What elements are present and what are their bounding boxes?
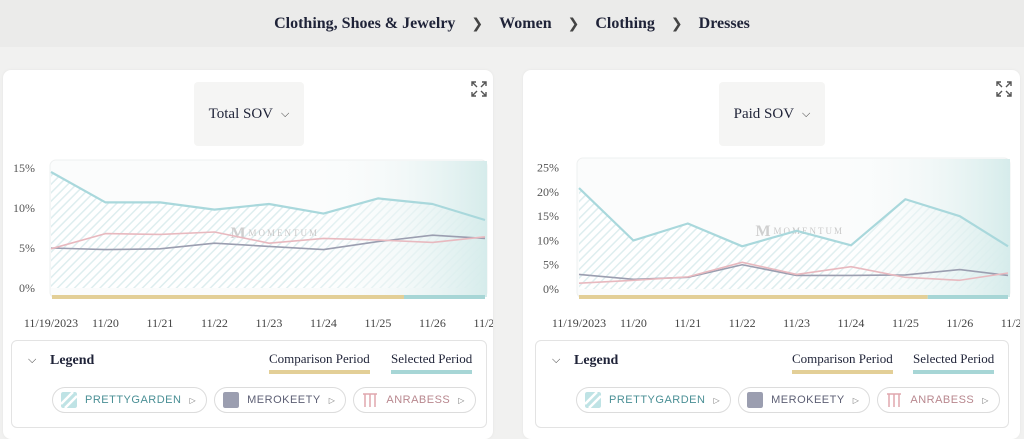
legend-chip-label: MEROKEETY (247, 394, 321, 406)
watermark-logo: M (756, 223, 771, 240)
series-line-prettygarden (578, 187, 1009, 248)
y-tick-label: 5% (19, 241, 35, 255)
legend: ⌵ Legend Comparison Period Selected Peri… (11, 340, 487, 428)
chevron-down-icon: ⌵ (802, 107, 811, 120)
legend-chip-merokeety[interactable]: MEROKEETY ▷ (214, 387, 347, 413)
paid-sov-panel: Paid SOV ⌵ MOMENTUM M 25% 20% 15% 10% 5% 0% 11/1… (523, 70, 1020, 439)
striped-swatch-icon (61, 392, 77, 408)
y-tick-label: 10% (13, 201, 35, 215)
solid-swatch-icon (223, 392, 240, 408)
x-tick-label: 11/23 (783, 316, 810, 330)
selected-period-label: Selected Period (391, 351, 473, 374)
legend-chip-label: PRETTYGARDEN (609, 394, 706, 406)
metric-dropdown[interactable]: Total SOV ⌵ (194, 82, 304, 146)
legend-title: Legend (50, 353, 95, 368)
play-icon: ▷ (328, 395, 336, 405)
x-tick-label: 11/23 (256, 316, 283, 330)
y-tick-label: 10% (537, 233, 559, 247)
expand-icon[interactable] (470, 80, 488, 98)
x-tick-label: 11/19/2023 (24, 316, 78, 330)
comparison-period-bar (52, 295, 404, 299)
legend-chip-prettygarden[interactable]: PRETTYGARDEN ▷ (52, 387, 208, 413)
total-sov-panel: Total SOV ⌵ MOMENTUM M 15% 10% 5% 0% 11/19/202… (3, 70, 493, 439)
series-line-prettygarden (50, 171, 486, 222)
y-tick-label: 15% (537, 209, 559, 223)
metric-dropdown-label: Total SOV (208, 105, 274, 122)
pillar-swatch-icon (887, 393, 902, 407)
x-tick-label: 11/24 (838, 316, 865, 330)
comparison-period-label: Comparison Period (792, 351, 893, 374)
play-icon: ▷ (189, 395, 197, 405)
y-tick-label: 0% (543, 282, 559, 296)
play-icon: ▷ (982, 395, 989, 405)
expand-icon[interactable] (995, 80, 1013, 98)
metric-dropdown-label: Paid SOV (733, 105, 795, 122)
x-tick-label: 11/26 (419, 316, 446, 330)
x-tick-label: 11/26 (946, 316, 973, 330)
legend-chip-prettygarden[interactable]: PRETTYGARDEN ▷ (576, 387, 732, 413)
legend-chip-label: PRETTYGARDEN (85, 394, 182, 406)
x-tick-label: 11/25 (892, 316, 919, 330)
legend-title: Legend (574, 353, 619, 368)
breadcrumb: Clothing, Shoes & Jewelry ❯ Women ❯ Clot… (0, 0, 1024, 47)
chevron-down-icon[interactable]: ⌵ (28, 353, 37, 366)
play-icon: ▷ (458, 395, 465, 405)
legend-chip-merokeety[interactable]: MEROKEETY ▷ (738, 387, 871, 413)
legend: ⌵ Legend Comparison Period Selected Peri… (535, 340, 1009, 428)
play-icon: ▷ (713, 395, 721, 405)
series-line-anrabess (50, 231, 486, 250)
x-tick-label: 11/21 (674, 316, 701, 330)
y-tick-label: 25% (537, 161, 559, 175)
y-tick-label: 5% (543, 258, 559, 272)
series-line-anrabess (578, 261, 1009, 284)
x-tick-label: 11/22 (201, 316, 228, 330)
selected-period-label: Selected Period (913, 351, 995, 374)
pillar-swatch-icon (363, 393, 378, 407)
x-tick-label: 11/24 (310, 316, 337, 330)
breadcrumb-item-clothing[interactable]: Clothing (595, 14, 655, 32)
breadcrumb-item-women[interactable]: Women (499, 14, 552, 32)
y-tick-label: 20% (537, 185, 559, 199)
metric-dropdown[interactable]: Paid SOV ⌵ (719, 82, 825, 146)
breadcrumb-item-category[interactable]: Clothing, Shoes & Jewelry (274, 14, 456, 32)
x-tick-label: 11/27 (474, 316, 493, 330)
legend-chip-label: ANRABESS (386, 394, 451, 406)
legend-chip-anrabess[interactable]: ANRABESS ▷ (877, 387, 1000, 413)
watermark: MOMENTUM (774, 226, 845, 236)
x-tick-label: 11/21 (147, 316, 174, 330)
x-tick-label: 11/20 (92, 316, 119, 330)
solid-swatch-icon (747, 392, 764, 408)
striped-swatch-icon (585, 392, 601, 408)
play-icon: ▷ (852, 395, 860, 405)
selected-period-overlay (290, 161, 487, 297)
legend-chip-label: ANRABESS (910, 394, 975, 406)
watermark: MOMENTUM (249, 228, 320, 238)
chevron-right-icon: ❯ (471, 15, 484, 32)
chevron-down-icon[interactable]: ⌵ (552, 353, 561, 366)
legend-chip-label: MEROKEETY (771, 394, 845, 406)
selected-period-bar (403, 295, 485, 299)
chevron-right-icon: ❯ (567, 15, 580, 32)
x-tick-label: 11/27 (1001, 316, 1020, 330)
chevron-right-icon: ❯ (670, 15, 683, 32)
watermark-logo: M (231, 225, 246, 242)
selected-period-bar (927, 295, 1008, 299)
x-tick-label: 11/20 (620, 316, 647, 330)
comparison-period-bar (579, 295, 928, 299)
y-tick-label: 15% (13, 161, 35, 175)
chevron-down-icon: ⌵ (281, 107, 290, 120)
series-line-merokeety (50, 234, 486, 251)
x-tick-label: 11/19/2023 (552, 316, 606, 330)
x-tick-label: 11/22 (729, 316, 756, 330)
x-tick-label: 11/25 (365, 316, 392, 330)
comparison-period-label: Comparison Period (269, 351, 370, 374)
breadcrumb-item-dresses[interactable]: Dresses (698, 14, 750, 32)
legend-chip-anrabess[interactable]: ANRABESS ▷ (353, 387, 476, 413)
y-tick-label: 0% (19, 281, 35, 295)
